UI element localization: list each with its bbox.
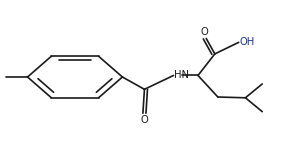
- Text: O: O: [201, 27, 209, 37]
- Text: HN: HN: [174, 71, 189, 80]
- Text: O: O: [140, 115, 148, 125]
- Text: OH: OH: [240, 37, 255, 47]
